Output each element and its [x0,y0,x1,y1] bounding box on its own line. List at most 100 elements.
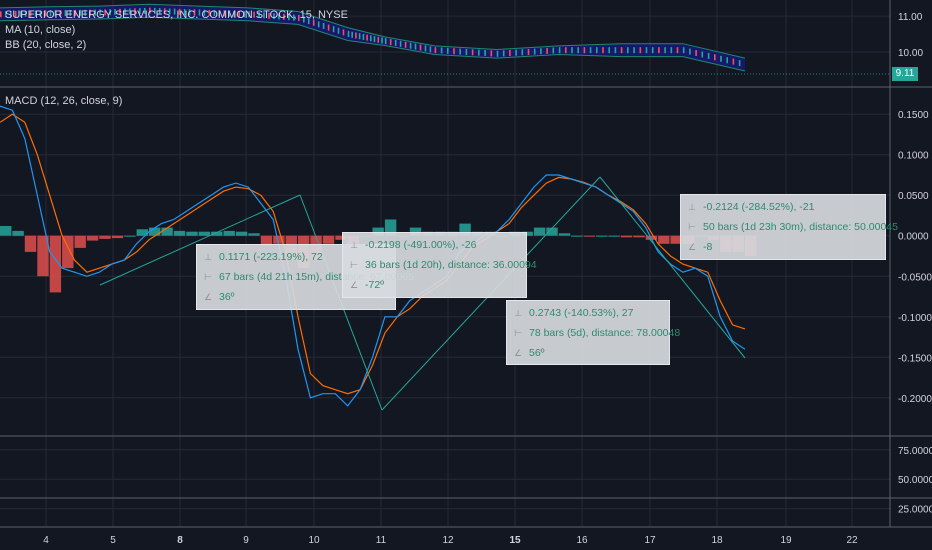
price-candle [188,9,191,16]
price-candle [233,10,235,17]
price-candle [19,10,22,17]
price-candle [377,36,380,43]
y-tick-label: -0.0500 [898,272,932,283]
price-candle [424,45,427,52]
price-candle [389,39,392,46]
price-candle [139,8,141,15]
price-candle [208,9,211,16]
price-candle [496,50,499,57]
price-candle [738,60,741,67]
price-candle [0,11,2,18]
histogram-bar [248,233,260,236]
price-candle [203,9,206,16]
price-candle [627,47,629,54]
price-candle [178,8,181,15]
histogram-bar [260,235,273,246]
histogram-bar [409,227,422,236]
tooltip-angle: 36º [219,291,235,303]
price-candle [490,50,493,57]
price-candle [154,7,156,14]
price-candle [707,52,710,59]
price-candle [283,13,285,20]
y-tick-label: 0.1500 [898,110,929,121]
price-candle [484,50,486,56]
price-candle [337,27,340,34]
y-tick-label: 11.00 [898,12,923,23]
price-candle [658,47,660,54]
price-candle [149,7,151,14]
price-candle [298,14,300,21]
price-candle [509,50,511,56]
price-candle [355,32,357,39]
price-candle [465,49,468,55]
price-candle [44,10,47,17]
x-tick-label: 5 [110,535,116,546]
price-candle [620,47,623,54]
price-range-icon: ⊥ [350,240,358,250]
price-candle [49,10,52,17]
histogram-bar [24,235,37,252]
price-candle [268,12,270,19]
x-tick-label: 11 [376,535,387,546]
x-tick-label: 15 [509,535,521,546]
x-tick-label: 19 [780,535,792,546]
price-candle [527,49,530,55]
price-candle [119,8,121,15]
price-candle [104,9,106,16]
price-candle [74,9,77,16]
price-candle [381,37,383,44]
y-tick-label: 0.1000 [898,151,929,162]
price-candle [540,48,542,55]
histogram-bar [86,235,99,241]
histogram-bar [111,235,124,239]
macd-legend: MACD (12, 26, close, 9) [5,95,123,107]
price-candle [651,47,654,54]
price-candle [521,49,524,56]
price-candle [29,10,32,17]
histogram-bar [173,230,186,236]
angle-icon: ∠ [349,280,359,290]
price-candle [552,47,555,54]
pane-separators[interactable] [0,0,932,528]
price-candle [342,29,345,36]
price-candle [69,10,72,16]
x-tick-label: 16 [576,535,588,546]
price-panel[interactable] [0,3,890,75]
price-candle [124,8,126,15]
price-candle [664,47,666,54]
price-candle [168,8,171,15]
histogram-bar [533,227,546,236]
price-candle [701,51,704,58]
price-range-icon: ⊥ [204,252,212,262]
price-candle [144,7,146,14]
histogram-bar [372,227,384,236]
price-candle [278,13,280,20]
y-tick-label: -0.1000 [898,313,932,324]
x-axis[interactable]: 4 5 8 9 10 11 12 15 16 17 18 19 22 [43,535,858,546]
y-tick-label: -0.2000 [898,394,932,405]
histogram-bar [633,235,645,238]
price-candle [447,47,449,54]
price-candle [253,11,255,18]
x-tick-label: 9 [243,535,249,546]
price-candle [79,9,82,16]
price-candle [223,10,226,17]
price-candle [303,16,305,23]
histogram-bar [322,235,335,244]
price-candle [533,48,536,55]
price-candle [198,9,201,16]
y-axis[interactable]: 11.00 10.00 0.1500 0.1000 0.0500 0.0000 -0.050… [898,12,932,516]
price-candle [583,47,586,54]
price-candle [502,50,505,57]
price-candle [471,49,474,56]
price-candle [183,9,186,15]
histogram-bar [608,235,620,237]
price-candle [633,47,635,54]
x-tick-label: 4 [43,535,49,546]
histogram-bar [670,235,682,244]
price-candle [732,58,735,65]
y-tick-label: 0.0500 [898,191,929,202]
price-candle [258,12,260,18]
x-tick-label: 12 [442,535,454,546]
